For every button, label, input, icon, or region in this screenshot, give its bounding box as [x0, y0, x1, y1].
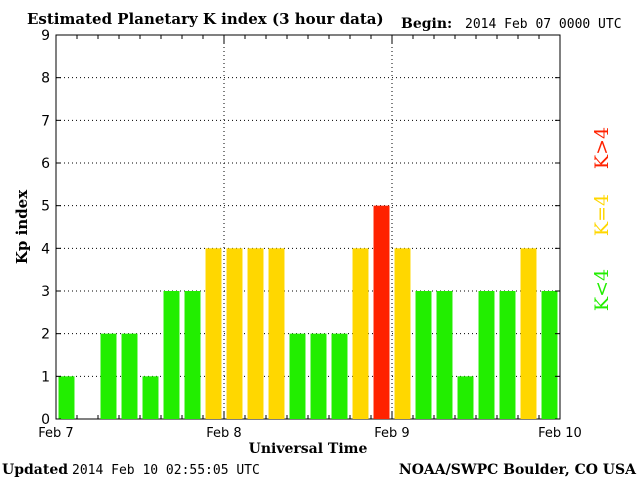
y-axis-label: Kp index [13, 189, 31, 264]
kp-bar [205, 248, 222, 419]
kp-bar [415, 291, 432, 419]
y-tick-label: 3 [41, 284, 50, 300]
x-tick-label: Feb 9 [374, 426, 409, 441]
updated-value: 2014 Feb 10 02:55:05 UTC [72, 463, 260, 478]
kp-bar [331, 333, 348, 419]
y-tick-label: 6 [41, 156, 50, 172]
y-tick-label: 0 [41, 412, 50, 428]
kp-bar [373, 205, 390, 419]
x-tick-label: Feb 7 [38, 426, 73, 441]
kp-bar [310, 333, 327, 419]
kp-bar [520, 248, 537, 419]
kp-bar [184, 291, 201, 419]
y-tick-label: 7 [41, 113, 50, 129]
grid-lines [56, 35, 560, 419]
y-tick-label: 5 [41, 199, 50, 215]
chart-title: Estimated Planetary K index (3 hour data… [27, 10, 384, 28]
kp-bar [163, 291, 180, 419]
kp-bar [289, 333, 306, 419]
kp-bar [394, 248, 411, 419]
legend-k-equals-4: K=4 [591, 194, 613, 236]
source-credit: NOAA/SWPC Boulder, CO USA [399, 462, 637, 478]
kp-bar [478, 291, 495, 419]
kp-bar [100, 333, 117, 419]
x-axis-ticks: Feb 7 Feb 8 Feb 9 Feb 10 [38, 35, 582, 441]
kp-bar [541, 291, 558, 419]
kp-bar [352, 248, 369, 419]
legend-k-less-than-4: K<4 [591, 269, 613, 311]
x-tick-label: Feb 8 [206, 426, 241, 441]
updated-label: Updated [2, 462, 68, 478]
y-tick-label: 1 [41, 369, 50, 385]
kp-bar [121, 333, 138, 419]
y-axis-ticks: 0 1 2 3 4 5 6 7 8 9 [41, 28, 560, 428]
kp-bar [436, 291, 453, 419]
y-tick-label: 9 [41, 28, 50, 44]
y-tick-label: 8 [41, 71, 50, 87]
kp-bar [268, 248, 285, 419]
kp-bar [58, 376, 75, 419]
kp-bar [499, 291, 516, 419]
bars-group [58, 205, 558, 419]
y-tick-label: 4 [41, 241, 50, 257]
kp-bar [247, 248, 264, 419]
begin-value: 2014 Feb 07 0000 UTC [465, 17, 622, 32]
legend-k-greater-than-4: K>4 [591, 127, 613, 169]
x-axis-label: Universal Time [249, 441, 368, 457]
kp-bar [226, 248, 243, 419]
kp-bar [142, 376, 159, 419]
kp-bar [457, 376, 474, 419]
y-tick-label: 2 [41, 327, 50, 343]
begin-label: Begin: [401, 16, 452, 32]
x-tick-label: Feb 10 [538, 426, 582, 441]
